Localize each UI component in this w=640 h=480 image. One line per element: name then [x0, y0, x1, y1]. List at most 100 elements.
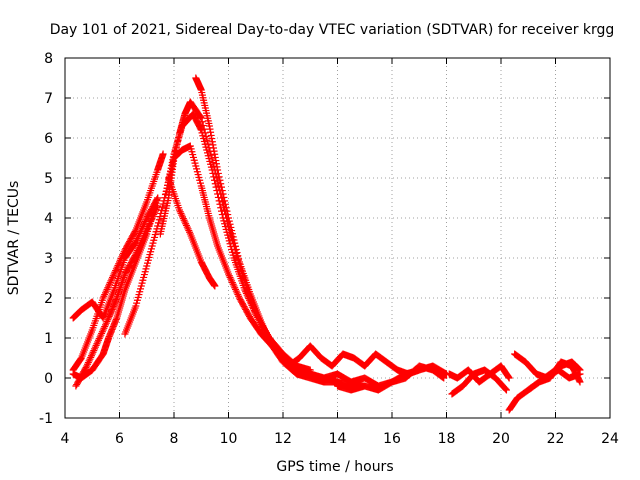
- data-point: [235, 292, 243, 300]
- data-point: [135, 243, 143, 251]
- data-point: [233, 249, 241, 257]
- data-point: [229, 280, 237, 288]
- data-point: [155, 216, 163, 224]
- data-point: [232, 285, 240, 293]
- data-point: [147, 216, 155, 224]
- x-tick-label: 22: [547, 431, 565, 447]
- data-point: [502, 385, 510, 393]
- y-tick-label: 2: [44, 291, 53, 307]
- data-point: [183, 223, 191, 231]
- data-point: [179, 213, 187, 221]
- data-point: [220, 193, 228, 201]
- data-point: [115, 260, 123, 268]
- data-point: [231, 284, 239, 292]
- data-point: [136, 241, 144, 249]
- data-point: [103, 285, 111, 293]
- data-point: [112, 267, 120, 275]
- y-tick-label: 6: [44, 131, 53, 147]
- data-point: [223, 207, 231, 215]
- data-point: [102, 287, 110, 295]
- y-tick-label: 1: [44, 331, 53, 347]
- data-point: [141, 229, 149, 237]
- data-point: [259, 321, 267, 329]
- series-arc-12: [334, 362, 448, 394]
- series-arc-17: [524, 358, 584, 394]
- data-point: [233, 289, 241, 297]
- data-point: [234, 252, 242, 260]
- data-point: [103, 317, 111, 325]
- x-tick-label: 20: [492, 431, 510, 447]
- data-point: [102, 319, 110, 327]
- x-tick-label: 18: [438, 431, 456, 447]
- y-tick-label: 4: [44, 211, 53, 227]
- y-tick-label: 0: [44, 371, 53, 387]
- data-point: [101, 289, 109, 297]
- data-point: [134, 245, 142, 253]
- data-points: [69, 74, 584, 414]
- data-point: [152, 205, 160, 213]
- data-point: [227, 275, 235, 283]
- data-point: [214, 166, 222, 174]
- data-point: [234, 291, 242, 299]
- data-point: [235, 255, 243, 263]
- data-point: [218, 187, 226, 195]
- y-axis-label: SDTVAR / TECUs: [6, 181, 22, 296]
- data-point: [186, 228, 194, 236]
- data-point: [182, 221, 190, 229]
- data-point: [105, 282, 113, 290]
- data-point: [143, 226, 151, 234]
- series-arc-3: [69, 194, 162, 382]
- data-point: [225, 214, 232, 222]
- data-point: [279, 350, 287, 358]
- data-point: [159, 200, 167, 208]
- data-point: [146, 219, 154, 227]
- data-point: [225, 272, 233, 280]
- data-point: [93, 340, 101, 348]
- data-point: [108, 273, 116, 281]
- data-point: [97, 331, 105, 339]
- data-point: [100, 324, 108, 332]
- data-point: [98, 328, 106, 336]
- data-point: [144, 224, 152, 232]
- data-point: [260, 325, 268, 333]
- data-point: [100, 292, 108, 300]
- y-tick-label: 5: [44, 171, 53, 187]
- data-point: [219, 190, 227, 198]
- data-point: [225, 270, 232, 278]
- y-tick-label: 7: [44, 91, 53, 107]
- data-point: [101, 321, 109, 329]
- data-point: [105, 280, 113, 288]
- x-axis-label: GPS time / hours: [276, 459, 393, 475]
- data-point: [181, 218, 189, 226]
- data-point: [179, 215, 187, 223]
- y-tick-label: -1: [39, 411, 53, 427]
- data-point: [215, 173, 223, 181]
- data-point: [230, 236, 238, 244]
- data-point: [137, 238, 145, 246]
- data-point: [91, 345, 99, 353]
- data-point: [232, 245, 240, 253]
- data-point: [87, 352, 95, 360]
- data-point: [106, 279, 114, 287]
- series-arc-8: [156, 142, 287, 358]
- data-point: [178, 211, 186, 219]
- data-point: [182, 220, 190, 228]
- data-point: [222, 204, 230, 212]
- data-point: [261, 327, 269, 335]
- data-point: [231, 239, 239, 247]
- data-point: [104, 284, 112, 292]
- data-point: [184, 225, 192, 233]
- x-tick-label: 12: [274, 431, 292, 447]
- data-point: [88, 350, 96, 358]
- grid: [65, 58, 610, 418]
- data-point: [99, 294, 107, 302]
- series-arc-9: [165, 174, 219, 290]
- data-point: [98, 329, 106, 337]
- data-point: [132, 250, 140, 258]
- data-point: [230, 282, 238, 290]
- data-point: [260, 323, 268, 331]
- data-point: [133, 248, 141, 256]
- data-point: [86, 355, 94, 363]
